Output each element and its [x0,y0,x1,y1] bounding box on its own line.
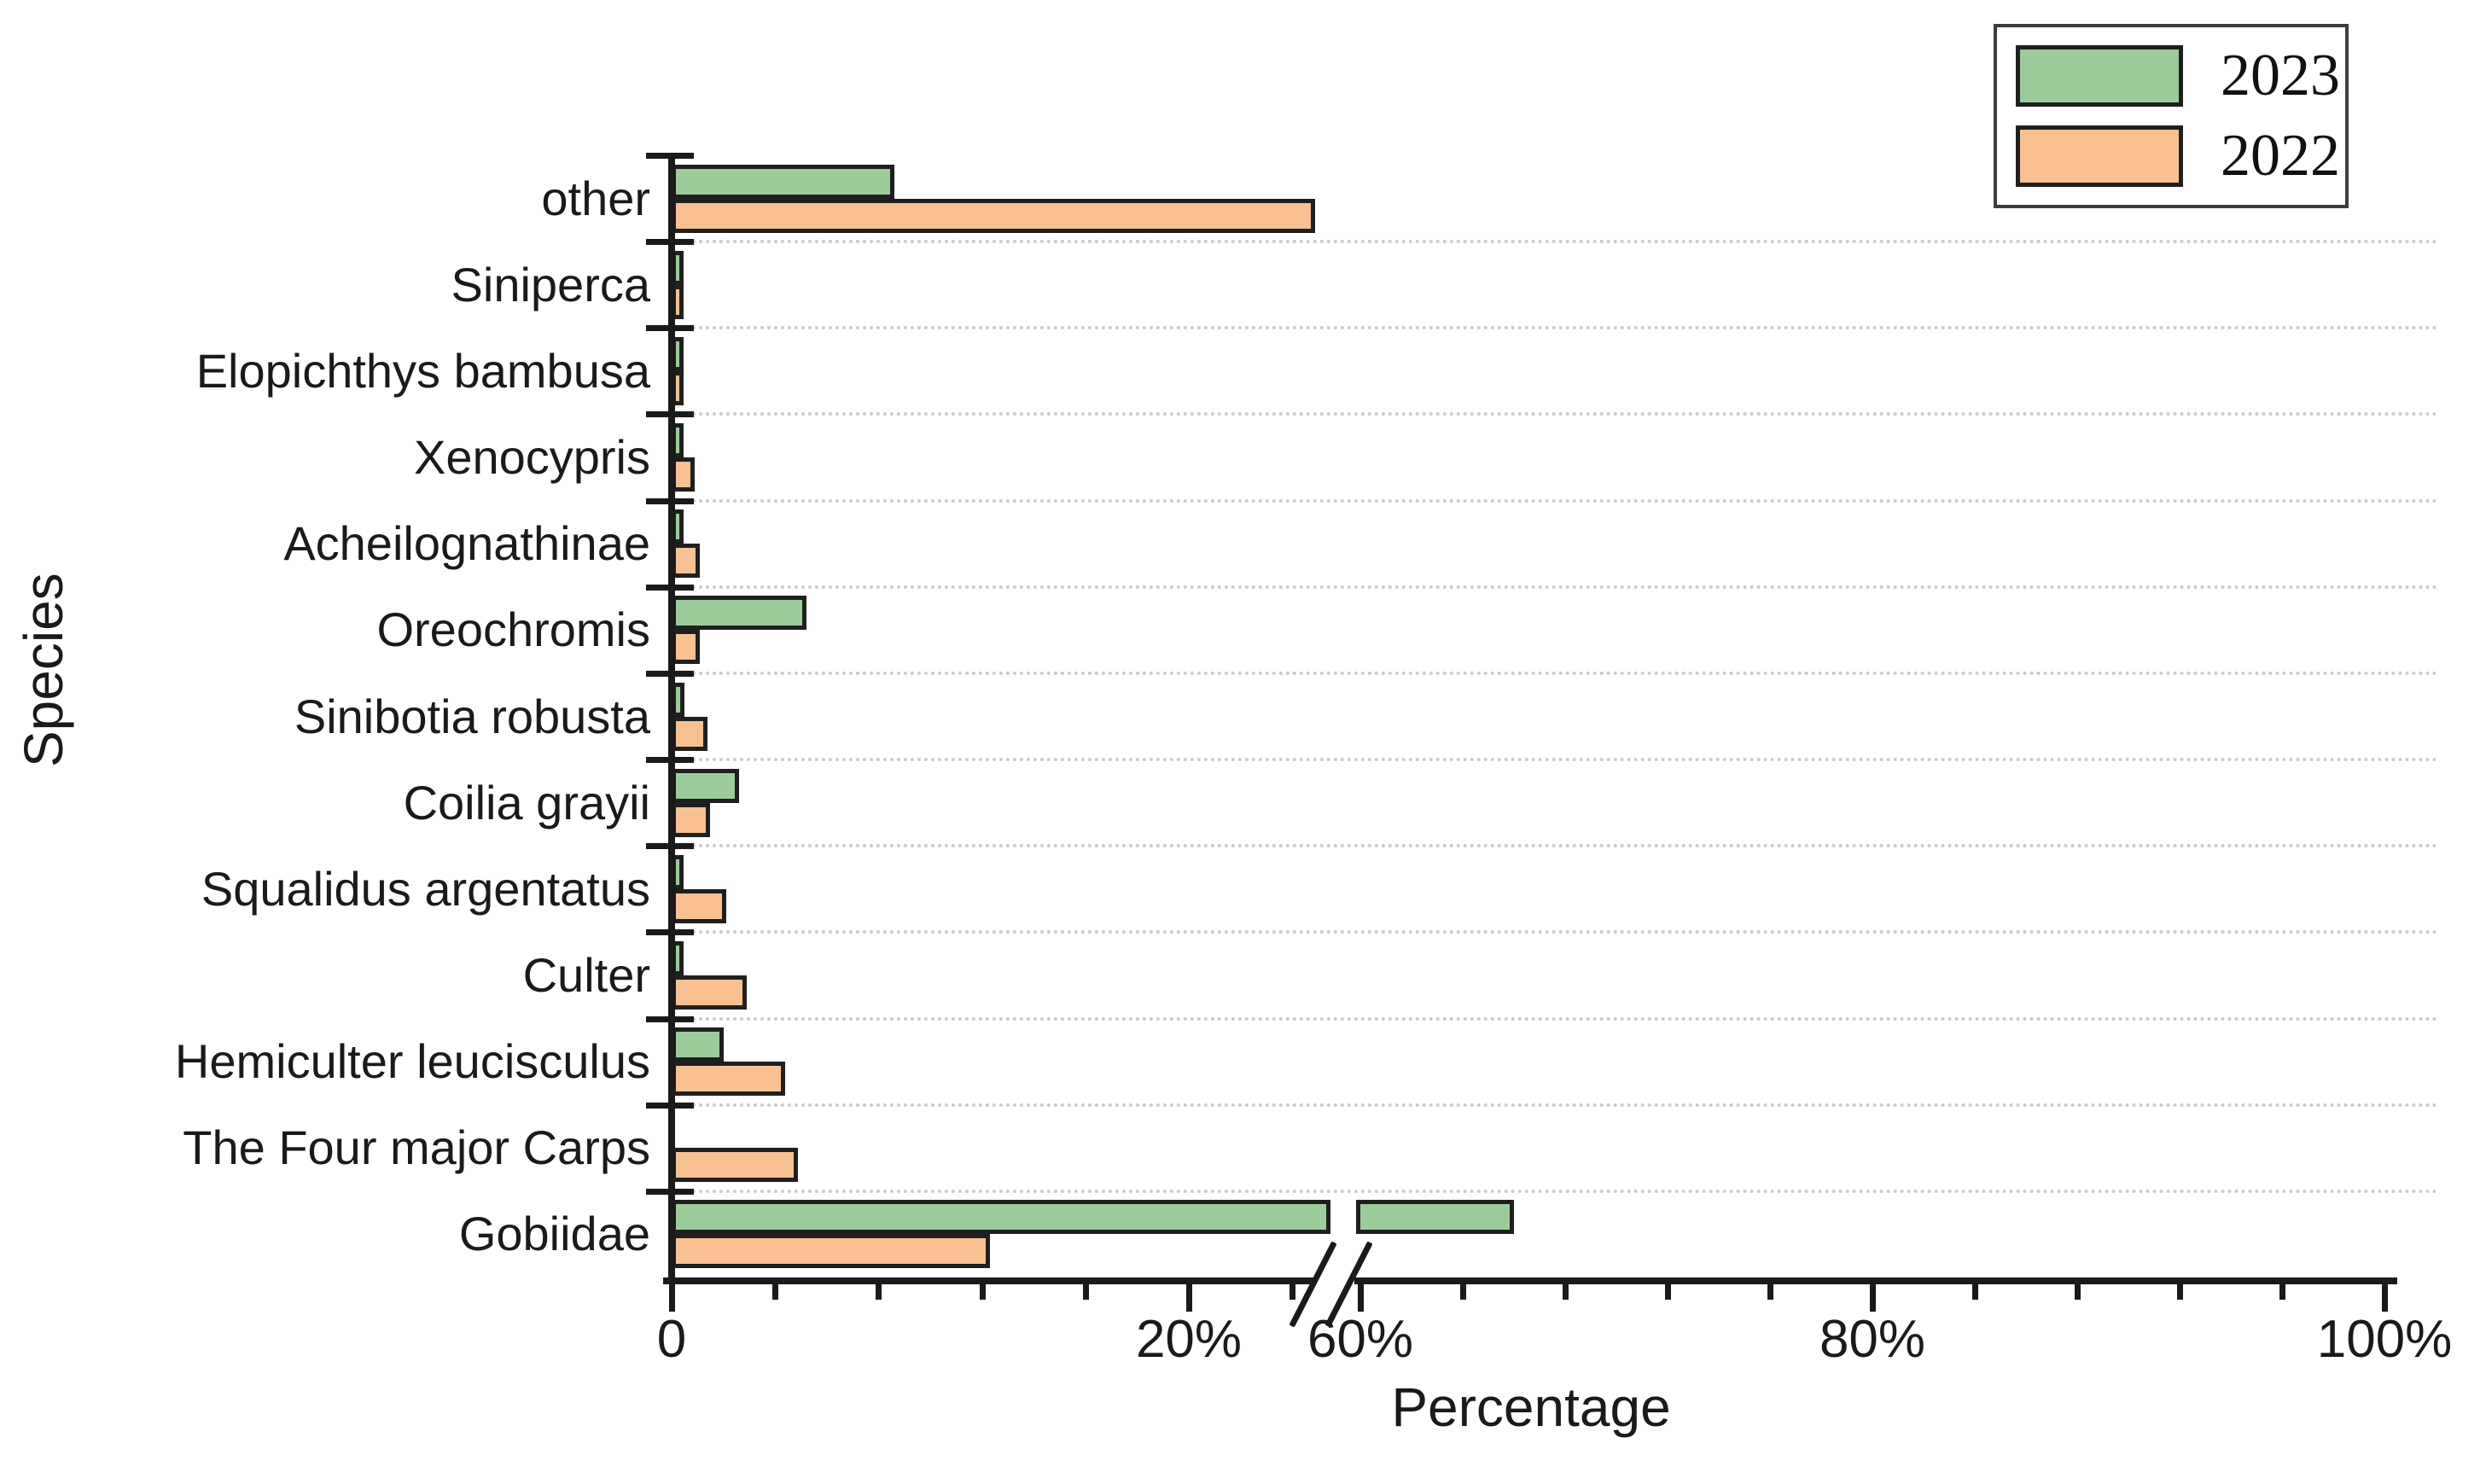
x-axis-minor-tick [2279,1281,2285,1300]
y-axis-tick [646,843,694,850]
legend-label-2023: 2023 [2221,43,2340,109]
y-axis-tick [646,153,694,159]
bar-2022-squalidus-argentatus [672,888,726,923]
category-label-oreochromis: Oreochromis [376,602,650,657]
bar-2022-the-four-major-carps [672,1148,799,1183]
y-axis-tick [646,929,694,936]
legend-swatch-2023 [2016,45,2183,108]
bar-2022-coilia-grayii [672,802,711,837]
x-axis-minor-tick [1767,1281,1773,1300]
x-axis-minor-tick [1460,1281,1466,1300]
gridline [672,1103,2438,1107]
category-label-acheilognathinae: Acheilognathinae [283,516,650,571]
x-tick-label-80-: 80% [1819,1310,1926,1369]
bar-2022-culter [672,975,747,1010]
x-tick-label-0: 0 [656,1310,687,1369]
category-label-hemiculter-leucisculus: Hemiculter leucisculus [174,1034,650,1089]
x-axis-break-gap [1313,1274,1354,1288]
gridline [672,758,2438,762]
gridline [672,1189,2438,1193]
gridline [672,671,2438,675]
x-axis-minor-tick [1082,1281,1089,1300]
y-axis-tick [646,239,694,246]
y-axis-tick [646,498,694,504]
category-label-squalidus-argentatus: Squalidus argentatus [201,861,650,916]
x-axis-title: Percentage [1391,1376,1671,1438]
x-axis-minor-tick [1563,1281,1569,1300]
x-axis-major-tick [1186,1281,1192,1312]
x-axis-major-tick [2382,1281,2388,1312]
category-label-the-four-major-carps: The Four major Carps [183,1120,650,1175]
gridline [672,844,2438,848]
bar-2023-other [672,164,894,199]
category-label-coilia-grayii: Coilia grayii [403,775,650,829]
x-axis-minor-tick [772,1281,779,1300]
y-axis-tick [646,325,694,332]
legend-item-2023: 2023 [1997,43,2345,109]
y-axis-tick [646,411,694,418]
category-label-other: other [541,171,650,225]
gridline [672,326,2438,330]
bar-2023-gobiidae [672,1200,1514,1235]
legend-label-2022: 2022 [2221,122,2340,189]
category-label-siniperca: Siniperca [451,257,650,311]
gridline [672,412,2438,416]
category-label-gobiidae: Gobiidae [458,1207,650,1261]
bar-2022-other [672,198,1316,233]
x-axis-minor-tick [1290,1281,1296,1300]
legend-swatch-2022 [2016,125,2183,187]
y-axis-tick [646,584,694,591]
gridline [672,240,2438,244]
legend: 2023 2022 [1994,24,2349,208]
legend-item-2022: 2022 [1997,125,2345,187]
bar-2023-coilia-grayii [672,768,739,803]
gridline [672,1016,2438,1021]
x-tick-label-100-: 100% [2316,1310,2453,1369]
x-axis-minor-tick [2075,1281,2081,1300]
x-axis-major-tick [1870,1281,1876,1312]
y-axis-tick [646,757,694,764]
bar-2023-oreochromis [672,596,806,631]
x-axis-major-tick [1358,1281,1364,1312]
y-axis-tick [646,1016,694,1022]
plot-area: other Siniperca Elopichthys bambusa Xenocyp… [175,153,2452,1369]
bar-2022-acheilognathinae [672,544,701,579]
x-tick-label-20-: 20% [1135,1310,1243,1369]
category-label-sinibotia-robusta: Sinibotia robusta [294,689,650,743]
bar-2022-hemiculter-leucisculus [672,1062,786,1097]
gridline [672,585,2438,589]
gridline [672,498,2438,503]
y-axis-tick [646,1188,694,1195]
y-axis-line [668,155,675,1284]
x-tick-label-60-: 60% [1307,1310,1414,1369]
x-axis-minor-tick [2177,1281,2183,1300]
x-axis-minor-tick [979,1281,986,1300]
x-axis-line [663,1277,2397,1284]
bar-2022-oreochromis [672,630,701,665]
category-label-culter: Culter [522,947,650,1002]
bar-2022-xenocypris [672,457,696,492]
bar-break-gap [1326,1200,1360,1235]
bar-2022-sinibotia-robusta [672,716,708,751]
gridline [672,930,2438,934]
x-axis-minor-tick [1972,1281,1978,1300]
y-axis-tick [646,1102,694,1109]
x-axis-major-tick [669,1281,675,1312]
category-label-xenocypris: Xenocypris [413,430,650,485]
bar-2023-hemiculter-leucisculus [672,1027,724,1062]
category-label-elopichthys-bambusa: Elopichthys bambusa [195,343,650,398]
bar-2022-gobiidae [672,1234,990,1269]
x-axis-minor-tick [876,1281,882,1300]
x-axis-minor-tick [1665,1281,1671,1300]
y-axis-tick [646,670,694,677]
